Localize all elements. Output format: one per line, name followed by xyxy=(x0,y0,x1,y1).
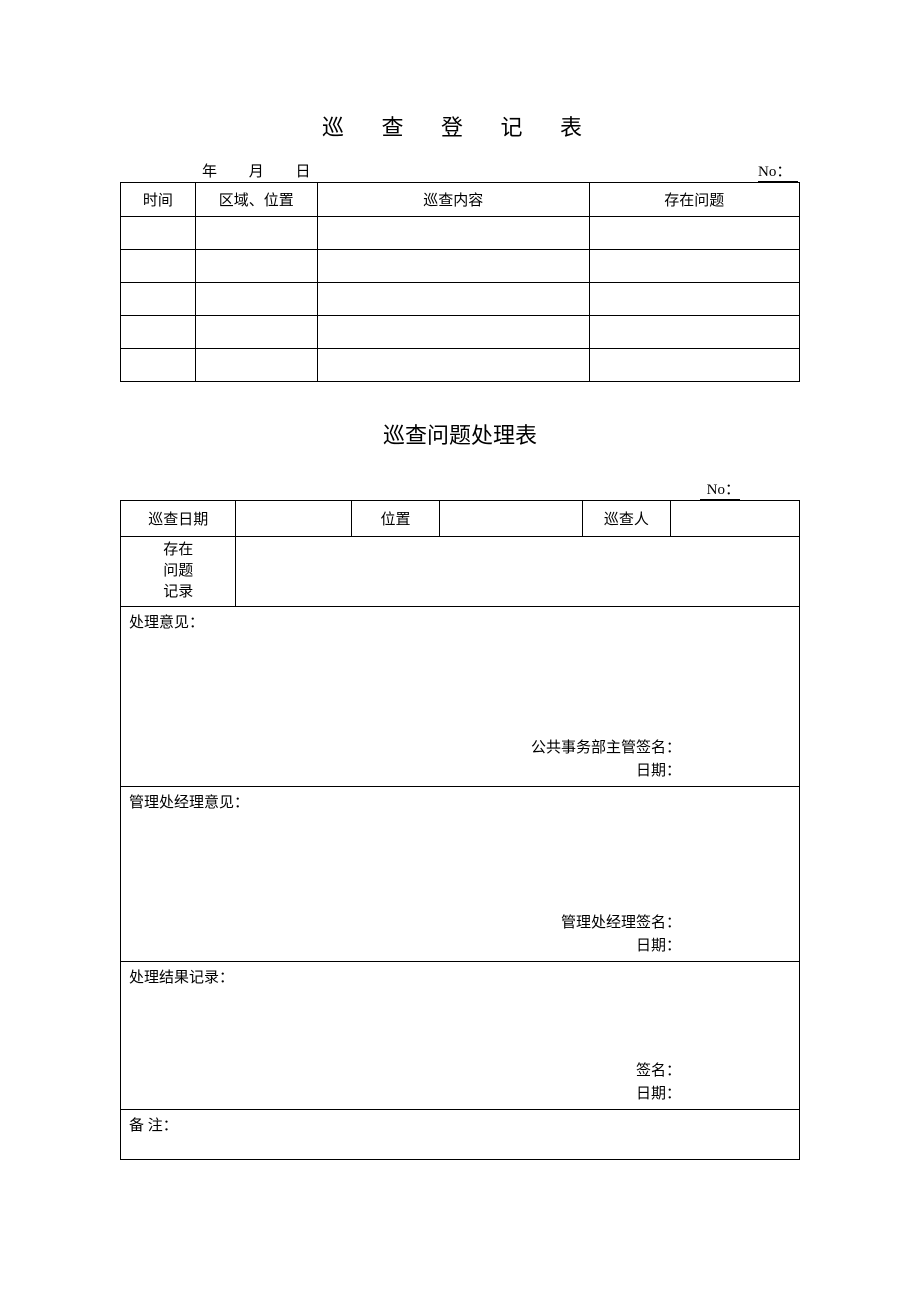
result-sig-block: 签名： 日期： xyxy=(129,1060,791,1105)
inspection-register-table: 时间 区域、位置 巡查内容 存在问题 xyxy=(120,182,800,382)
date-label: 年 月 日 xyxy=(122,160,325,182)
cell-content xyxy=(317,316,589,349)
cell-time xyxy=(121,316,196,349)
cell-area xyxy=(195,217,317,250)
t2-problem-l2: 问题 xyxy=(163,563,193,579)
t2-remark-row: 备 注： xyxy=(121,1110,800,1160)
t2-problem-l1: 存在 xyxy=(163,542,193,558)
no-wrapper: No： xyxy=(758,160,798,182)
opinion2-sig-block: 管理处经理签名： 日期： xyxy=(129,912,791,957)
result-label: 处理结果记录： xyxy=(129,966,791,987)
result-sig-label: 签名： xyxy=(129,1060,681,1083)
cell-issue xyxy=(589,250,800,283)
t2-opinion2-cell: 管理处经理意见： 管理处经理签名： 日期： xyxy=(121,787,800,962)
t2-opinion1-cell: 处理意见： 公共事务部主管签名： 日期： xyxy=(121,607,800,787)
table1-row xyxy=(121,283,800,316)
cell-time xyxy=(121,349,196,382)
section2-title: 巡查问题处理表 xyxy=(120,418,800,450)
remark-label: 备 注： xyxy=(129,1114,791,1135)
table1-row xyxy=(121,217,800,250)
th-issue: 存在问题 xyxy=(589,183,800,217)
t2-remark-cell: 备 注： xyxy=(121,1110,800,1160)
t2-date-value xyxy=(236,501,351,537)
cell-content xyxy=(317,349,589,382)
table1-row xyxy=(121,250,800,283)
th-content: 巡查内容 xyxy=(317,183,589,217)
t2-info-row: 巡查日期 位置 巡查人 xyxy=(121,501,800,537)
cell-area xyxy=(195,283,317,316)
t2-problem-l3: 记录 xyxy=(163,584,193,600)
t2-result-row: 处理结果记录： 签名： 日期： xyxy=(121,962,800,1110)
table1-row xyxy=(121,316,800,349)
opinion2-date-label: 日期： xyxy=(129,935,681,958)
t2-inspector-value xyxy=(670,501,799,537)
th-area: 区域、位置 xyxy=(195,183,317,217)
th-time: 时间 xyxy=(121,183,196,217)
t2-inspector-label: 巡查人 xyxy=(582,501,670,537)
cell-time xyxy=(121,217,196,250)
t2-result-cell: 处理结果记录： 签名： 日期： xyxy=(121,962,800,1110)
issue-processing-table: 巡查日期 位置 巡查人 存在 问题 记录 处理意见： 公共事务部主管签名： 日期… xyxy=(120,500,800,1160)
cell-content xyxy=(317,283,589,316)
section1-title: 巡 查 登 记 表 xyxy=(120,110,800,142)
t2-location-value xyxy=(440,501,583,537)
cell-issue xyxy=(589,283,800,316)
t2-problem-value xyxy=(236,537,800,607)
cell-area xyxy=(195,316,317,349)
opinion2-sig-label: 管理处经理签名： xyxy=(129,912,681,935)
opinion1-date-label: 日期： xyxy=(129,760,681,783)
t2-problem-row: 存在 问题 记录 xyxy=(121,537,800,607)
table1-header-row: 时间 区域、位置 巡查内容 存在问题 xyxy=(121,183,800,217)
cell-time xyxy=(121,283,196,316)
cell-issue xyxy=(589,316,800,349)
table1-row xyxy=(121,349,800,382)
no-label-2: No： xyxy=(700,478,740,500)
cell-issue xyxy=(589,349,800,382)
result-date-label: 日期： xyxy=(129,1083,681,1106)
cell-issue xyxy=(589,217,800,250)
cell-content xyxy=(317,250,589,283)
t2-location-label: 位置 xyxy=(351,501,439,537)
opinion1-sig-block: 公共事务部主管签名： 日期： xyxy=(129,737,791,782)
t2-opinion1-row: 处理意见： 公共事务部主管签名： 日期： xyxy=(121,607,800,787)
cell-time xyxy=(121,250,196,283)
section2-no-row: No： xyxy=(120,478,800,500)
t2-date-label: 巡查日期 xyxy=(121,501,236,537)
t2-opinion2-row: 管理处经理意见： 管理处经理签名： 日期： xyxy=(121,787,800,962)
cell-area xyxy=(195,349,317,382)
cell-area xyxy=(195,250,317,283)
cell-content xyxy=(317,217,589,250)
opinion1-sig-label: 公共事务部主管签名： xyxy=(129,737,681,760)
section1-meta-row: 年 月 日 No： xyxy=(120,160,800,182)
no-label-1: No： xyxy=(758,160,798,182)
t2-problem-label: 存在 问题 记录 xyxy=(121,537,236,607)
opinion2-label: 管理处经理意见： xyxy=(129,791,791,812)
opinion1-label: 处理意见： xyxy=(129,611,791,632)
